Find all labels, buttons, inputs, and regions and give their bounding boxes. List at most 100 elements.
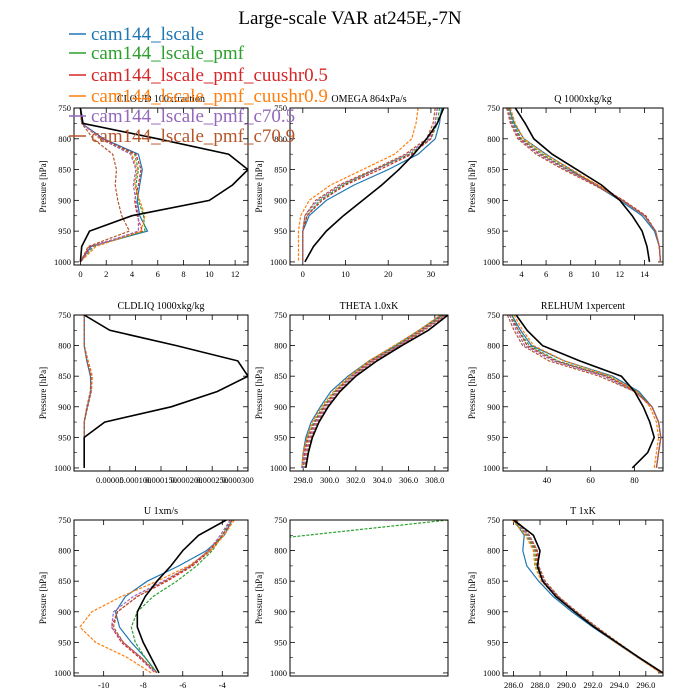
panel-cloud-ytick-label: 950	[58, 226, 71, 236]
panel-cloud-ytick-label: 850	[58, 165, 71, 175]
panel-u-title: U 1xm/s	[144, 506, 178, 517]
panel-q-xtick-label: 12	[616, 269, 625, 279]
panel-u: U 1xm/s 750 800 850 900 950 1000 Pressure [hPa]…	[38, 506, 249, 690]
panel-q-xtick-label: 8	[569, 269, 573, 279]
panel-q-ytick-label: 950	[487, 226, 500, 236]
series-line-cam144-lscale-pmf	[302, 108, 441, 262]
panel-q-xtick-label: 4	[519, 269, 524, 279]
panel-theta-xtick-label: 304.0	[373, 475, 392, 485]
panel-relhum-ytick-label: 750	[487, 310, 500, 320]
panel-relhum-xtick-label: 80	[630, 475, 639, 485]
series-line-cam144-lscale-pmf	[513, 520, 663, 674]
series-line-obs	[514, 108, 651, 263]
panel-omega-ytick-label: 950	[274, 226, 287, 236]
panel-t-ytick-label: 900	[487, 607, 500, 617]
panel-t-xtick-label: 288.0	[530, 680, 549, 690]
panel-q-ytick-label: 800	[487, 134, 500, 144]
panel-cldliq-xtick-label: 0.000250	[196, 475, 228, 485]
panel-theta-xtick-label: 306.0	[399, 475, 418, 485]
panel-q-frame	[502, 107, 664, 266]
panel-theta-xtick-label: 302.0	[346, 475, 365, 485]
panel-empty-frame	[289, 519, 449, 677]
panel-relhum-title: RELHUM 1xpercent	[541, 301, 625, 312]
panel-relhum-ytick-label: 1000	[483, 463, 500, 473]
panel-q-xtick-label: 10	[591, 269, 600, 279]
panel-theta-title: THETA 1.0xK	[340, 301, 399, 312]
panel-empty-ytick-label: 1000	[270, 668, 287, 678]
series-line-cam144-lscale-pmf-cuushr0-5	[302, 315, 445, 468]
panel-cldliq-xtick-label: 0.000100	[119, 475, 151, 485]
panel-theta-ytick-label: 900	[274, 402, 287, 412]
panel-u-xtick-label: -6	[179, 680, 186, 690]
panel-theta: THETA 1.0xK 750 800 850 900 950 1000 Pressure […	[254, 301, 449, 485]
panel-omega-ytick-label: 850	[274, 165, 287, 175]
panel-empty-ylabel: Pressure [hPa]	[254, 572, 264, 624]
panel-cloud-ytick-label: 900	[58, 195, 71, 205]
panel-omega-ytick-label: 900	[274, 195, 287, 205]
series-line-cam144-lscale-pmf-c70-9	[515, 520, 663, 674]
panel-omega-xtick-label: 30	[427, 269, 436, 279]
panel-cloud-ytick-label: 800	[58, 134, 71, 144]
series-line-obs	[513, 520, 663, 674]
series-line-cam144-lscale	[508, 108, 662, 262]
panel-cldliq-ytick-label: 950	[58, 432, 71, 442]
panel-omega-xtick-label: 10	[341, 269, 350, 279]
legend: cam144_lscale cam144_lscale_pmf cam144_l…	[69, 24, 328, 147]
panel-u-xtick-label: -10	[98, 680, 109, 690]
panel-empty-ytick-label: 950	[274, 637, 287, 647]
panel-empty-ytick-label: 850	[274, 576, 287, 586]
panel-omega-ytick-label: 800	[274, 134, 287, 144]
panel-cldliq: CLDLIQ 1000xkg/kg 750 800 850 900 950 1000 Pre…	[38, 301, 254, 485]
series-line-cam144-lscale-pmf-c70-9	[79, 108, 131, 263]
panel-omega-ytick-label: 750	[274, 103, 287, 113]
panel-cloud-ylabel: Pressure [hPa]	[38, 160, 48, 212]
series-line-cam144-lscale-pmf-c70-9	[112, 520, 233, 674]
panel-t-ytick-label: 850	[487, 576, 500, 586]
series-line-obs	[79, 108, 248, 262]
panel-t-ytick-label: 1000	[483, 668, 500, 678]
panel-q-title: Q 1000xkg/kg	[554, 94, 612, 105]
panel-cloud-ytick-label: 1000	[54, 257, 71, 267]
series-line-obs	[305, 315, 448, 469]
series-line-cam144-lscale-pmf-cuushr0-5	[507, 108, 662, 262]
legend-label-4: cam144_lscale_pmf_c70.5	[91, 106, 295, 127]
panel-relhum-ytick-label: 850	[487, 371, 500, 381]
panel-relhum-series	[506, 315, 662, 469]
panel-t-xtick-label: 292.0	[583, 680, 602, 690]
series-line-cam144-lscale-pmf-c70-5	[79, 108, 139, 263]
panel-q-xtick-label: 14	[640, 269, 649, 279]
panel-t-ytick-label: 950	[487, 637, 500, 647]
panel-cloud-title: CLOUD 100xfraction	[117, 94, 205, 105]
series-line-cam144-lscale-pmf-cuushr0-9	[511, 520, 661, 674]
panel-theta-ytick-label: 1000	[270, 463, 287, 473]
panel-theta-frame	[289, 314, 449, 472]
panel-t-ytick-label: 750	[487, 515, 500, 525]
panel-cloud-xtick-label: 8	[181, 269, 185, 279]
panel-q-ytick-label: 750	[487, 103, 500, 113]
series-line-cam144-lscale-pmf-c70-5	[110, 520, 231, 674]
panel-t-ytick-label: 800	[487, 546, 500, 556]
panel-cldliq-xtick-label: 0.000200	[171, 475, 203, 485]
panel-t-title: T 1xK	[570, 506, 596, 517]
panel-q-ytick-label: 1000	[483, 257, 500, 267]
series-line-cam144-lscale-pmf-c70-5	[302, 315, 446, 469]
panel-theta-ytick-label: 850	[274, 371, 287, 381]
series-line-cam144-lscale-pmf-cuushr0-5	[302, 108, 438, 262]
panel-cldliq-title: CLDLIQ 1000xkg/kg	[118, 301, 205, 312]
panel-theta-series	[301, 315, 448, 469]
panel-t-xtick-label: 294.0	[610, 680, 629, 690]
panel-t-series	[511, 520, 663, 674]
panel-relhum-xtick-label: 60	[586, 475, 595, 485]
panel-relhum: RELHUM 1xpercent 750 800 850 900 950 1000 Press…	[467, 301, 664, 485]
panel-u-ytick-label: 850	[58, 576, 71, 586]
panel-relhum-frame	[502, 314, 664, 472]
series-line-cam144-lscale-pmf-cuushr0-9	[509, 108, 662, 262]
legend-label-2: cam144_lscale_pmf_cuushr0.5	[91, 65, 328, 86]
panel-cloud-ytick-label: 750	[58, 103, 71, 113]
panel-empty-ytick-label: 900	[274, 607, 287, 617]
panel-relhum-xtick-label: 40	[543, 475, 552, 485]
panel-q-xtick-label: 6	[544, 269, 548, 279]
panel-q-series	[506, 108, 662, 263]
panel-cldliq-xtick-label: 0.000150	[145, 475, 177, 485]
